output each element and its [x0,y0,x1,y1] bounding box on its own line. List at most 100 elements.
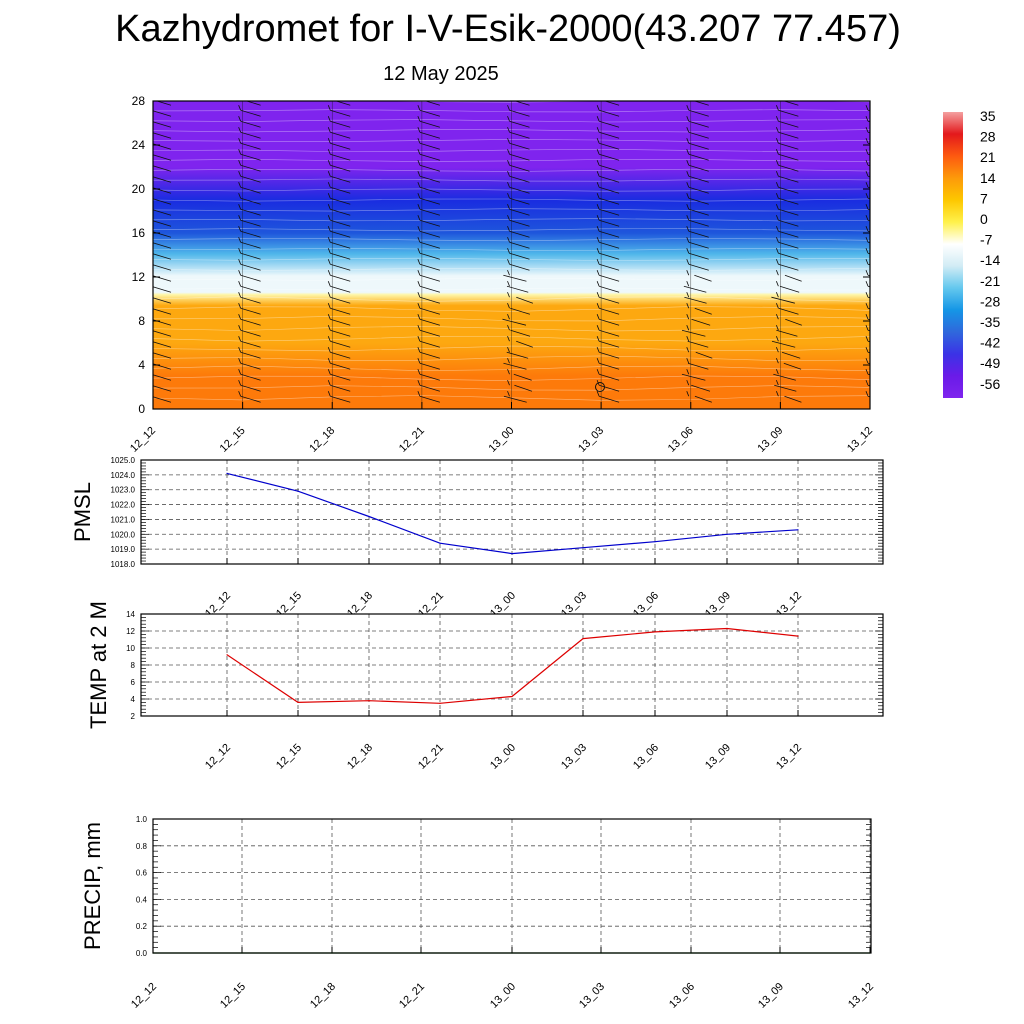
wind-barb [681,373,706,381]
wind-barb [603,101,620,106]
wind-barb [688,263,709,271]
wind-barb-flag [238,270,241,276]
wind-barb [419,186,440,194]
temp-chart: 2 4 6 8 10 12 14 12_12 12_15 12_18 12_21 13_00 13_03… [86,601,884,772]
wind-barb-flag [686,347,690,353]
wind-barb-flag [686,116,690,122]
wind-barb-flag [596,226,600,232]
wind-barb-flag [686,391,690,397]
y-tick-label: 12 [132,270,146,284]
wind-barb-flag [507,138,510,144]
wind-barb [240,175,261,183]
wind-barb-flag [507,193,510,199]
wind-barb-flag [507,325,510,331]
wind-barb-flag [327,292,331,298]
wind-barb-flag [327,391,331,397]
wind-barb [240,197,261,205]
wind-barb [867,395,870,398]
wind-barb [240,351,261,359]
wind-barb-flag [327,336,331,342]
wind-barb-flag [507,358,510,364]
wind-barb [240,153,261,161]
wind-barb-flag [686,369,690,375]
wind-barb [240,131,261,139]
y-tick-label: 0 [138,402,145,416]
wind-barb-flag [776,281,779,287]
wind-barb-flag [596,105,600,111]
wind-barb [509,186,530,194]
wind-barb-flag [686,325,690,331]
y-tick-label: 4 [138,358,145,372]
wind-barb-flag [776,380,779,386]
wind-barb [153,385,172,392]
y-tick-label: 14 [126,610,135,619]
x-tick-label: 13_09 [755,425,785,455]
wind-barb [778,208,799,216]
wind-barb [419,219,440,227]
wind-barb-flag [238,314,241,320]
wind-barb-flag [327,270,331,276]
plot-frame [152,818,872,954]
wind-barb [695,351,713,359]
wind-barb-flag [327,325,331,331]
data-point [226,472,228,474]
wind-barb [688,186,709,194]
x-tick-label: 12_12 [128,425,158,455]
colorbar-label: 0 [980,211,988,227]
x-tick-label: 12_18 [345,742,375,772]
wind-barb-flag [149,336,151,341]
wind-barb-flag [686,204,690,210]
wind-barb [330,175,351,183]
x-tick-label: 13_03 [559,742,589,772]
wind-barb [240,164,261,172]
wind-barb [419,252,440,260]
wind-barb [599,131,620,139]
wind-barb [599,263,620,271]
wind-barb [599,274,620,282]
data-point [511,553,513,555]
wind-barb [688,208,709,216]
wind-barb-flag [238,237,241,243]
wind-barb [771,296,795,304]
wind-barb-flag [776,270,779,276]
data-point [297,701,299,704]
cross-section-chart: 0 4 8 12 16 20 24 28 12_12 12_15 12_18 12_21 13_00 13… [128,94,875,455]
wind-barb-flag [507,391,510,397]
wind-barb [867,373,870,376]
wind-barb [240,274,261,282]
wind-barb-flag [149,116,151,121]
y-tick-label: 0.2 [136,922,148,931]
wind-barb [240,252,261,260]
wind-barb [599,318,620,326]
wind-barb [153,121,172,128]
data-point [368,700,370,702]
wind-barb-flag [239,94,241,99]
y-tick-label: 1022.0 [111,501,136,510]
data-point [297,490,299,492]
wind-barb-flag [865,281,869,287]
wind-barb [330,318,351,326]
wind-barb [509,208,530,216]
wind-barb [419,373,440,381]
wind-barb-flag [686,380,690,386]
wind-barb-flag [507,182,510,188]
wind-barb [509,175,530,183]
wind-barb [599,373,620,381]
wind-barb [153,242,172,249]
data-point [582,547,584,549]
wind-barb-flag [507,160,510,166]
wind-barb-flag [149,369,151,374]
wind-barb [330,186,351,194]
wind-barb [330,285,351,293]
wind-barb [502,318,527,326]
wind-barb-flag [238,127,241,133]
wind-barb-flag [596,358,600,364]
wind-barb-flag [776,138,779,144]
wind-barb [694,395,712,403]
wind-barb [509,109,530,117]
wind-barb-flag [776,193,779,199]
wind-barb [599,395,620,403]
wind-barb [781,351,801,359]
wind-barb [240,307,261,315]
wind-barb-flag [149,138,151,143]
